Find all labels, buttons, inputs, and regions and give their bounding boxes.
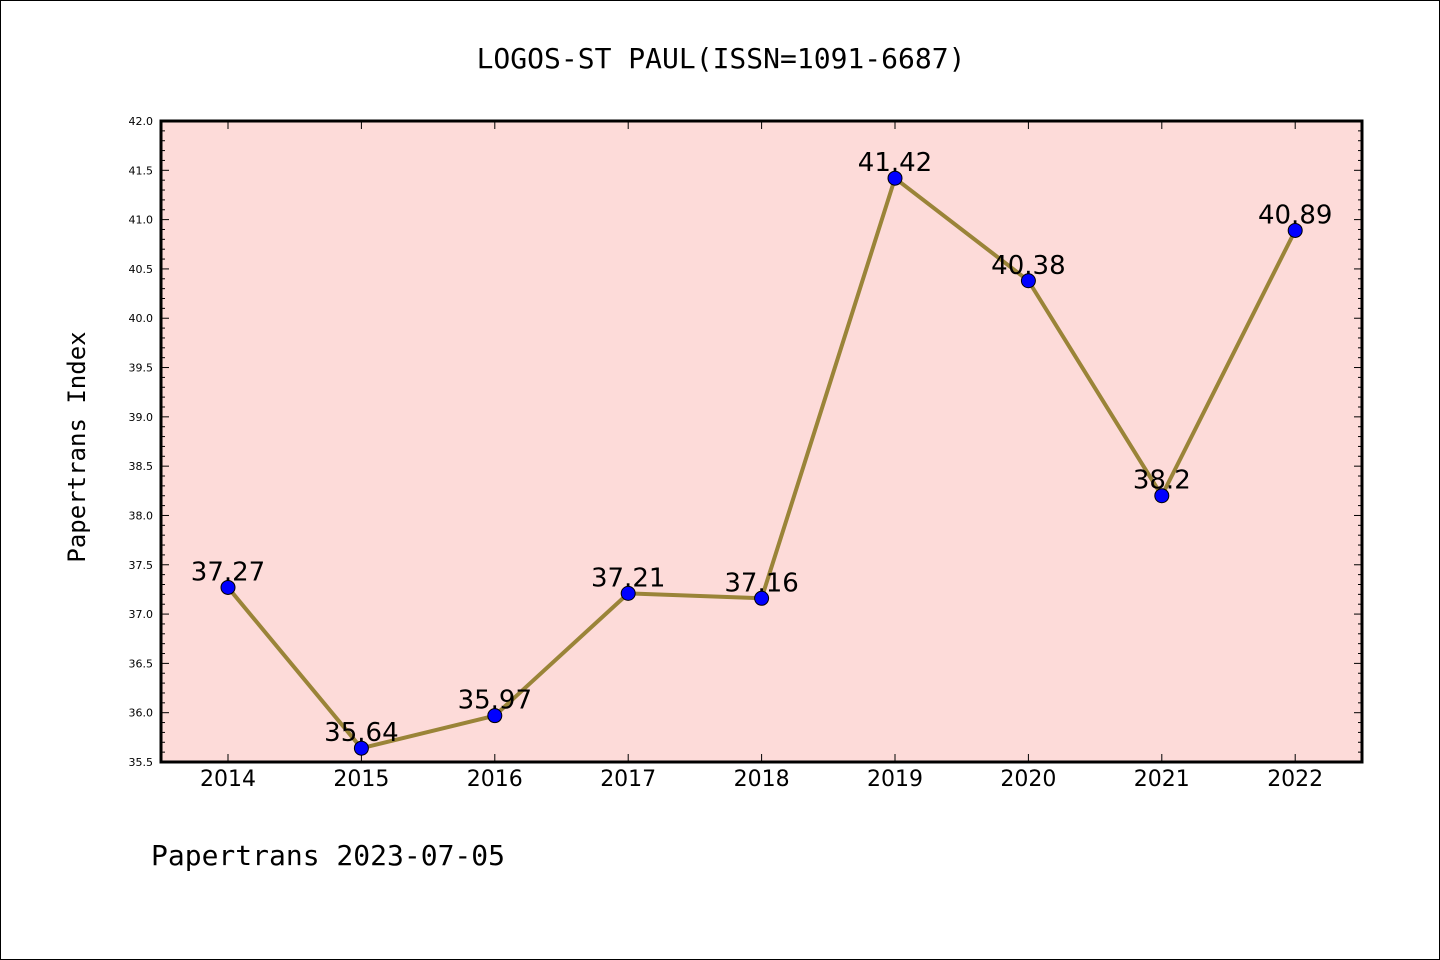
y-tick-label: 36.5 [129, 657, 154, 670]
plot-frame [159, 119, 1364, 764]
x-tick-label: 2020 [1000, 767, 1056, 792]
y-tick-label: 40.0 [129, 312, 154, 325]
x-axis: 2014 2015 2016 2017 2018 2019 2020 2021 2022 [200, 121, 1323, 792]
data-point [1154, 488, 1170, 504]
plot-area [161, 121, 1362, 762]
chart-title: LOGOS-ST PAUL(ISSN=1091-6687) [477, 42, 966, 75]
y-tick-label: 40.5 [129, 263, 154, 276]
x-tick-label: 2018 [734, 767, 790, 792]
marker-layer [220, 170, 1303, 756]
data-point [887, 170, 903, 186]
y-axis-label: Papertrans Index [63, 331, 91, 562]
x-tick-label: 2015 [333, 767, 389, 792]
data-point [1020, 273, 1036, 289]
data-point [620, 585, 636, 601]
x-tick-label: 2021 [1134, 767, 1190, 792]
y-tick-label: 41.0 [129, 214, 154, 227]
y-tick-label: 39.0 [129, 411, 154, 424]
data-label: 40.89 [1258, 200, 1332, 230]
y-tick-label: 36.0 [129, 707, 154, 720]
y-tick-label: 42.0 [129, 115, 154, 128]
y-tick-label: 35.5 [129, 756, 154, 769]
y-tick-label: 39.5 [129, 362, 154, 375]
data-point [220, 579, 236, 595]
x-tick-label: 2014 [200, 767, 256, 792]
x-tick-label: 2016 [467, 767, 523, 792]
data-label: 37.27 [191, 557, 265, 587]
data-point [353, 740, 369, 756]
data-point [487, 708, 503, 724]
y-tick-label: 37.0 [129, 608, 154, 621]
y-tick-label: 41.5 [129, 164, 154, 177]
data-label: 37.16 [724, 568, 798, 598]
y-tick-label: 37.5 [129, 559, 154, 572]
data-label: 38.2 [1133, 466, 1191, 496]
x-tick-label: 2022 [1267, 767, 1323, 792]
y-axis: 35.5 36.0 36.5 37.0 37.5 38.0 38.5 39.0 39.5 40.0… [129, 115, 1362, 769]
footer-text: Papertrans 2023-07-05 [151, 839, 505, 872]
data-label: 40.38 [991, 251, 1065, 281]
x-tick-label: 2017 [600, 767, 656, 792]
data-point [754, 590, 770, 606]
data-label: 37.21 [591, 563, 665, 593]
data-label: 35.64 [324, 718, 398, 748]
data-point [1287, 222, 1303, 238]
x-tick-label: 2019 [867, 767, 923, 792]
y-tick-label: 38.5 [129, 460, 154, 473]
data-label: 35.97 [458, 686, 532, 716]
data-label: 41.42 [858, 148, 932, 178]
y-tick-label: 38.0 [129, 509, 154, 522]
data-label-layer: 37.27 35.64 35.97 37.21 37.16 41.42 40.38 38.2 4… [191, 148, 1333, 748]
